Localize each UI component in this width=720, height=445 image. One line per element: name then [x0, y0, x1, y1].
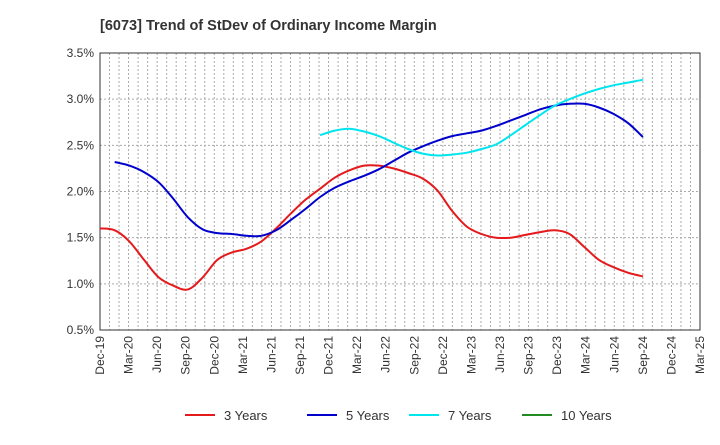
- x-tick-label: Mar-24: [579, 336, 593, 374]
- legend: 3 Years 5 Years 7 Years 10 Years: [185, 408, 612, 423]
- chart-title: [6073] Trend of StDev of Ordinary Income…: [100, 18, 437, 34]
- legend-label-7-years: 7 Years: [448, 408, 492, 423]
- legend-label-5-years: 5 Years: [346, 408, 390, 423]
- x-tick-label: Sep-24: [636, 336, 650, 375]
- x-tick-label: Sep-20: [179, 336, 193, 375]
- series-layer: [99, 78, 644, 291]
- legend-label-3-years: 3 Years: [224, 408, 268, 423]
- x-tick-label: Jun-22: [379, 336, 393, 373]
- y-tick-label: 3.0%: [67, 92, 95, 106]
- series-line-3-years: [99, 164, 644, 291]
- y-tick-label: 2.5%: [67, 138, 95, 152]
- x-tick-label: Mar-20: [122, 336, 136, 374]
- x-tick-label: Jun-24: [607, 336, 621, 373]
- x-axis-ticks: Dec-19 Mar-20 Jun-20 Sep-20 Dec-20 Mar-21 Jun-…: [93, 336, 707, 375]
- x-tick-label: Dec-23: [550, 336, 564, 375]
- y-tick-label: 0.5%: [67, 323, 95, 337]
- legend-label-10-years: 10 Years: [561, 408, 612, 423]
- x-tick-label: Dec-22: [436, 336, 450, 375]
- plot-frame: [99, 52, 701, 331]
- x-tick-label: Sep-21: [293, 336, 307, 375]
- series-line-7-years: [319, 78, 644, 157]
- y-tick-label: 1.5%: [67, 231, 95, 245]
- x-tick-label: Mar-23: [464, 336, 478, 374]
- y-tick-label: 2.0%: [67, 185, 95, 199]
- x-tick-label: Dec-24: [664, 336, 678, 375]
- x-tick-label: Dec-21: [322, 336, 336, 375]
- x-tick-label: Jun-23: [493, 336, 507, 373]
- x-tick-label: Sep-23: [522, 336, 536, 375]
- x-tick-label: Jun-21: [264, 336, 278, 373]
- series-line-5-years: [114, 102, 644, 238]
- x-tick-label: Dec-19: [93, 336, 107, 375]
- y-tick-label: 3.5%: [67, 46, 95, 60]
- x-tick-label: Mar-22: [350, 336, 364, 374]
- x-tick-label: Jun-20: [150, 336, 164, 373]
- y-axis-ticks: 0.5% 1.0% 1.5% 2.0% 2.5% 3.0% 3.5%: [67, 46, 95, 337]
- x-tick-label: Sep-22: [407, 336, 421, 375]
- x-tick-label: Mar-21: [236, 336, 250, 374]
- grid: [100, 53, 700, 330]
- x-tick-label: Mar-25: [693, 336, 707, 374]
- y-tick-label: 1.0%: [67, 277, 95, 291]
- x-tick-label: Dec-20: [207, 336, 221, 375]
